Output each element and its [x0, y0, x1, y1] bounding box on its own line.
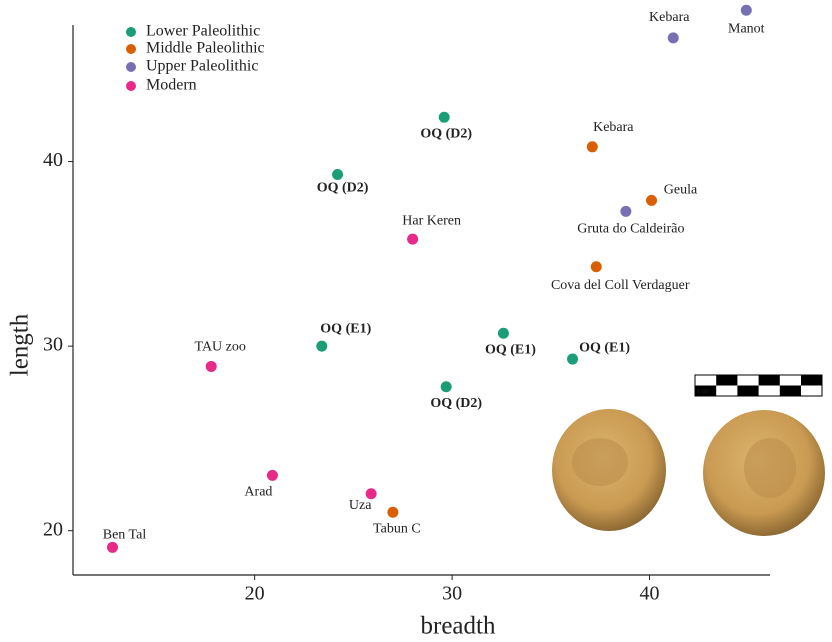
point — [407, 233, 419, 245]
point-label: TAU zoo — [195, 340, 246, 355]
scale-label: 1 cm — [697, 388, 709, 394]
x-axis-title: breadth — [421, 613, 496, 640]
legend-marker — [126, 44, 136, 54]
x-tick-label: 20 — [245, 583, 265, 605]
legend-label: Middle Paleolithic — [146, 40, 265, 57]
point-label: Arad — [244, 485, 272, 500]
legend-label: Upper Paleolithic — [146, 58, 258, 75]
point — [586, 141, 598, 153]
point-label: OQ (E1) — [320, 321, 371, 336]
x-tick-label: 30 — [442, 583, 462, 605]
point — [497, 327, 509, 339]
x-tick-label: 40 — [640, 583, 660, 605]
point-label: Ben Tal — [103, 528, 147, 543]
point-label: Kebara — [649, 10, 690, 25]
point-label: Kebara — [593, 120, 634, 135]
point-label: Uza — [349, 498, 372, 513]
y-tick-label: 40 — [43, 149, 63, 171]
point — [266, 469, 278, 481]
stone-texture — [572, 438, 628, 486]
point-label: Cova del Coll Verdaguer — [551, 278, 690, 293]
scale-check — [716, 375, 738, 386]
point — [667, 32, 679, 44]
legend-marker — [126, 62, 136, 72]
point-label: Gruta do Caldeirão — [577, 222, 684, 237]
point — [387, 506, 399, 518]
scale-check — [758, 375, 780, 386]
legend-marker — [126, 27, 136, 37]
point-label: Manot — [728, 21, 765, 36]
point-label: Geula — [664, 183, 698, 198]
y-tick-label: 30 — [43, 334, 63, 356]
point — [332, 168, 344, 180]
point — [590, 261, 602, 273]
y-tick-label: 20 — [43, 518, 63, 540]
point-label: OQ (D2) — [317, 181, 369, 196]
stone-texture — [744, 438, 796, 498]
point — [365, 488, 377, 500]
legend-label: Lower Paleolithic — [146, 23, 260, 40]
point — [620, 205, 632, 217]
scale-check — [695, 385, 717, 396]
scale-check — [779, 385, 801, 396]
point-label: OQ (D2) — [420, 127, 472, 142]
point — [740, 4, 752, 16]
point — [438, 111, 450, 123]
point — [106, 541, 118, 553]
point-label: Har Keren — [402, 213, 461, 228]
point — [316, 340, 328, 352]
point — [440, 381, 452, 393]
point-label: OQ (D2) — [430, 396, 482, 411]
scale-bar — [694, 374, 823, 397]
legend-marker — [126, 81, 136, 91]
legend-label: Modern — [146, 77, 197, 94]
point-label: OQ (E1) — [485, 342, 536, 357]
point — [567, 353, 579, 365]
point — [205, 360, 217, 372]
point-label: OQ (E1) — [579, 340, 630, 355]
y-axis-title: length — [7, 313, 34, 376]
scale-check — [737, 385, 759, 396]
point-label: Tabun C — [373, 521, 421, 536]
point — [646, 194, 658, 206]
scale-check — [801, 375, 823, 386]
